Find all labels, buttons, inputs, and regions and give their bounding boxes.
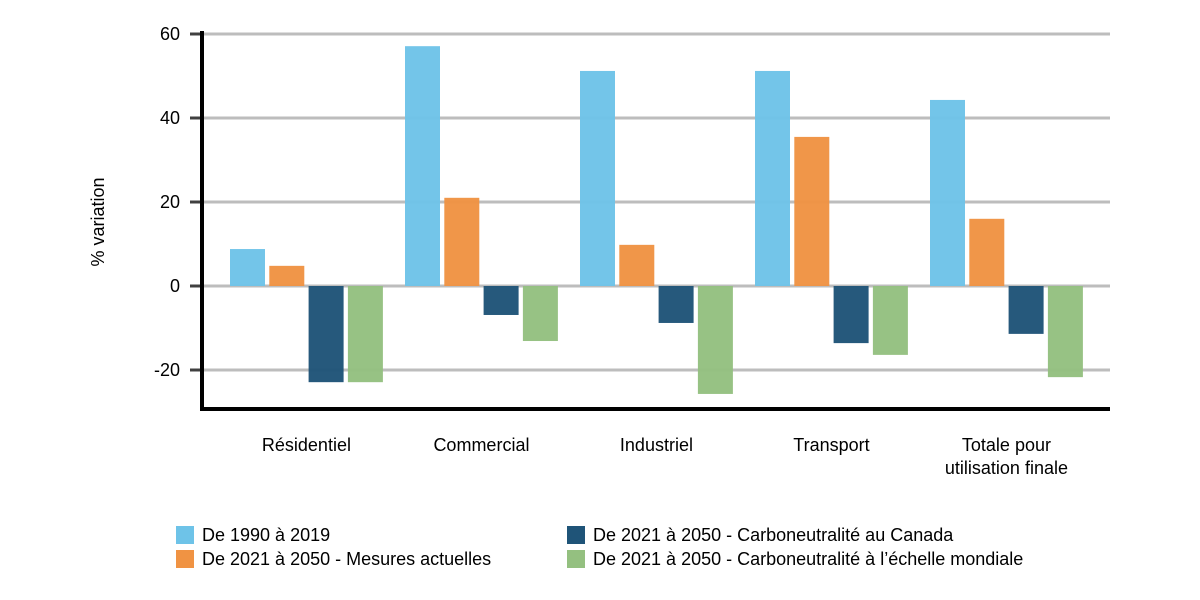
x-axis-category-labels: Résidentiel Commercial Industriel Transport… [262, 435, 1068, 478]
bar [483, 286, 519, 315]
bar [619, 244, 655, 286]
legend-swatch [176, 550, 194, 568]
legend-item-1990-2019: De 1990 à 2019 [176, 524, 330, 546]
y-tick-label: 20 [160, 192, 180, 212]
bar [969, 218, 1005, 286]
bar [580, 70, 615, 287]
y-tick-label: 60 [160, 24, 180, 44]
legend-item-carboneutralite-mondiale: De 2021 à 2050 - Carboneutralité à l’éch… [567, 548, 1023, 570]
bar-group [580, 70, 733, 394]
bar [930, 99, 965, 286]
y-axis-title: % variation [88, 177, 108, 266]
bar [872, 286, 908, 355]
bar-group [755, 70, 908, 355]
legend-label: De 2021 à 2050 - Carboneutralité à l’éch… [593, 548, 1024, 569]
bar-group [405, 46, 558, 342]
legend-label: De 2021 à 2050 - Mesures actuelles [202, 548, 492, 569]
bar-group [230, 249, 383, 383]
legend-swatch [176, 526, 194, 544]
legend: De 1990 à 2019 De 2021 à 2050 - Mesures … [176, 524, 1136, 574]
bar [1047, 286, 1083, 378]
legend-label: De 1990 à 2019 [202, 524, 331, 545]
x-category-label: utilisation finale [945, 458, 1068, 478]
x-category-label: Commercial [433, 435, 529, 455]
bar [658, 286, 694, 323]
y-tick-label: -20 [154, 360, 180, 380]
x-category-label: Totale pour [962, 435, 1051, 455]
legend-item-mesures-actuelles: De 2021 à 2050 - Mesures actuelles [176, 548, 491, 570]
x-category-label: Résidentiel [262, 435, 351, 455]
bar [697, 286, 733, 394]
y-tick-label: 40 [160, 108, 180, 128]
bar [230, 249, 265, 286]
bar [347, 286, 383, 383]
bars [230, 46, 1083, 394]
bar [308, 286, 344, 383]
bar [405, 46, 440, 287]
bar-group [930, 99, 1083, 378]
bar [444, 197, 480, 286]
y-tick-label: 0 [170, 276, 180, 296]
legend-label: De 2021 à 2050 - Carboneutralité au Cana… [593, 524, 954, 545]
bar [1008, 286, 1044, 334]
bar [269, 265, 305, 286]
x-category-label: Industriel [620, 435, 693, 455]
bar [794, 136, 830, 286]
legend-swatch [567, 526, 585, 544]
bar [522, 286, 558, 342]
legend-item-carboneutralite-canada: De 2021 à 2050 - Carboneutralité au Cana… [567, 524, 953, 546]
x-category-label: Transport [793, 435, 869, 455]
bar [833, 286, 869, 344]
legend-swatch [567, 550, 585, 568]
y-axis-ticks: -20 0 20 40 60 [154, 24, 202, 380]
bar [755, 70, 790, 287]
